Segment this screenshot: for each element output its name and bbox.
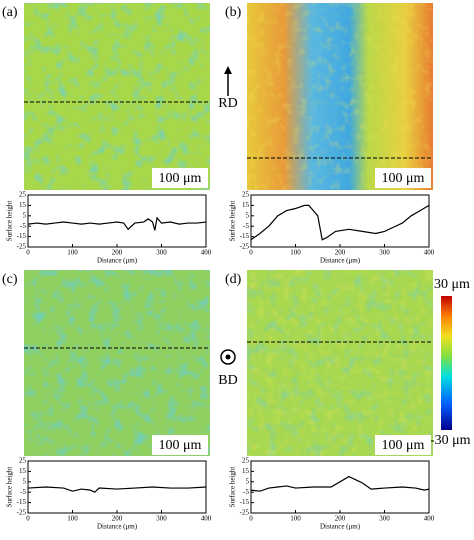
x-tick-label: 200 <box>335 249 346 257</box>
x-tick-label: 300 <box>156 515 167 523</box>
y-tick-label: -25 <box>240 509 250 517</box>
x-tick-label: 200 <box>335 515 346 523</box>
scale-bar-box <box>375 168 431 188</box>
y-tick-label: -15 <box>240 498 250 506</box>
x-tick-label: 100 <box>290 515 301 523</box>
y-tick-label: -25 <box>240 243 250 251</box>
y-tick-label: 25 <box>242 191 250 199</box>
rd-arrow <box>224 66 232 96</box>
x-tick-label: 100 <box>67 515 78 523</box>
rd-label: RD <box>218 96 237 111</box>
scale-bar-label: 100 μm <box>159 438 202 453</box>
x-axis-label: Distance (μm) <box>97 257 138 265</box>
y-tick-label: 25 <box>242 457 250 465</box>
panel-label: (d) <box>225 272 242 287</box>
y-tick-label: 5 <box>23 477 27 485</box>
x-tick-label: 0 <box>249 515 253 523</box>
x-tick-label: 200 <box>112 249 123 257</box>
scale-bar-label: 100 μm <box>382 171 425 186</box>
y-tick-label: -5 <box>243 488 249 496</box>
profile-line <box>250 475 430 492</box>
colorbar <box>441 296 452 430</box>
y-axis-label: Surface height <box>6 201 14 242</box>
x-tick-label: 400 <box>424 249 435 257</box>
map-b <box>247 3 433 190</box>
y-tick-label: -15 <box>17 232 27 240</box>
y-axis-label: Surface height <box>229 467 237 508</box>
x-tick-label: 400 <box>201 249 212 257</box>
x-tick-label: 300 <box>156 249 167 257</box>
scale-bar-label: 100 μm <box>159 171 202 186</box>
plot-frame <box>27 194 207 248</box>
map-d <box>247 270 433 456</box>
y-tick-label: -5 <box>20 488 26 496</box>
y-tick-label: -25 <box>17 509 27 517</box>
y-tick-label: 5 <box>246 477 250 485</box>
x-axis-label: Distance (μm) <box>97 523 138 531</box>
profile-line <box>27 486 207 493</box>
profile-line <box>27 216 207 231</box>
x-tick-label: 0 <box>26 249 30 257</box>
colorbar-max: 30 μm <box>434 277 470 292</box>
colorbar-min: -30 μm <box>430 433 471 448</box>
panel-label: (b) <box>225 5 242 20</box>
y-tick-label: 5 <box>246 211 250 219</box>
y-tick-label: -15 <box>17 498 27 506</box>
map-c <box>24 270 210 456</box>
x-axis-label: Distance (μm) <box>320 257 361 265</box>
y-tick-label: -5 <box>243 222 249 230</box>
x-axis-label: Distance (μm) <box>320 523 361 531</box>
y-tick-label: 15 <box>242 467 250 475</box>
y-tick-label: 15 <box>19 201 27 209</box>
panel-label: (c) <box>2 272 18 287</box>
bd-label: BD <box>218 373 237 388</box>
panel-label: (a) <box>2 5 18 20</box>
y-tick-label: 5 <box>23 211 27 219</box>
y-tick-label: 25 <box>19 457 27 465</box>
bd-symbol <box>220 349 236 365</box>
y-tick-label: 15 <box>19 467 27 475</box>
y-tick-label: -25 <box>17 243 27 251</box>
y-tick-label: 25 <box>19 191 27 199</box>
scale-bar-label: 100 μm <box>382 438 425 453</box>
x-tick-label: 400 <box>424 515 435 523</box>
x-tick-label: 100 <box>290 249 301 257</box>
x-tick-label: 0 <box>249 249 253 257</box>
y-tick-label: -15 <box>240 232 250 240</box>
x-tick-label: 300 <box>379 249 390 257</box>
scale-bar-box <box>152 168 208 188</box>
y-tick-label: -5 <box>20 222 26 230</box>
y-axis-label: Surface height <box>229 201 237 242</box>
x-tick-label: 200 <box>112 515 123 523</box>
x-tick-label: 400 <box>201 515 212 523</box>
profile-line <box>250 204 430 241</box>
x-tick-label: 100 <box>67 249 78 257</box>
y-tick-label: 15 <box>242 201 250 209</box>
x-tick-label: 0 <box>26 515 30 523</box>
y-axis-label: Surface height <box>6 467 14 508</box>
scale-bar-box <box>375 435 431 455</box>
plot-frame <box>250 194 430 248</box>
x-tick-label: 300 <box>379 515 390 523</box>
map-a <box>24 3 210 190</box>
scale-bar-box <box>152 435 208 455</box>
